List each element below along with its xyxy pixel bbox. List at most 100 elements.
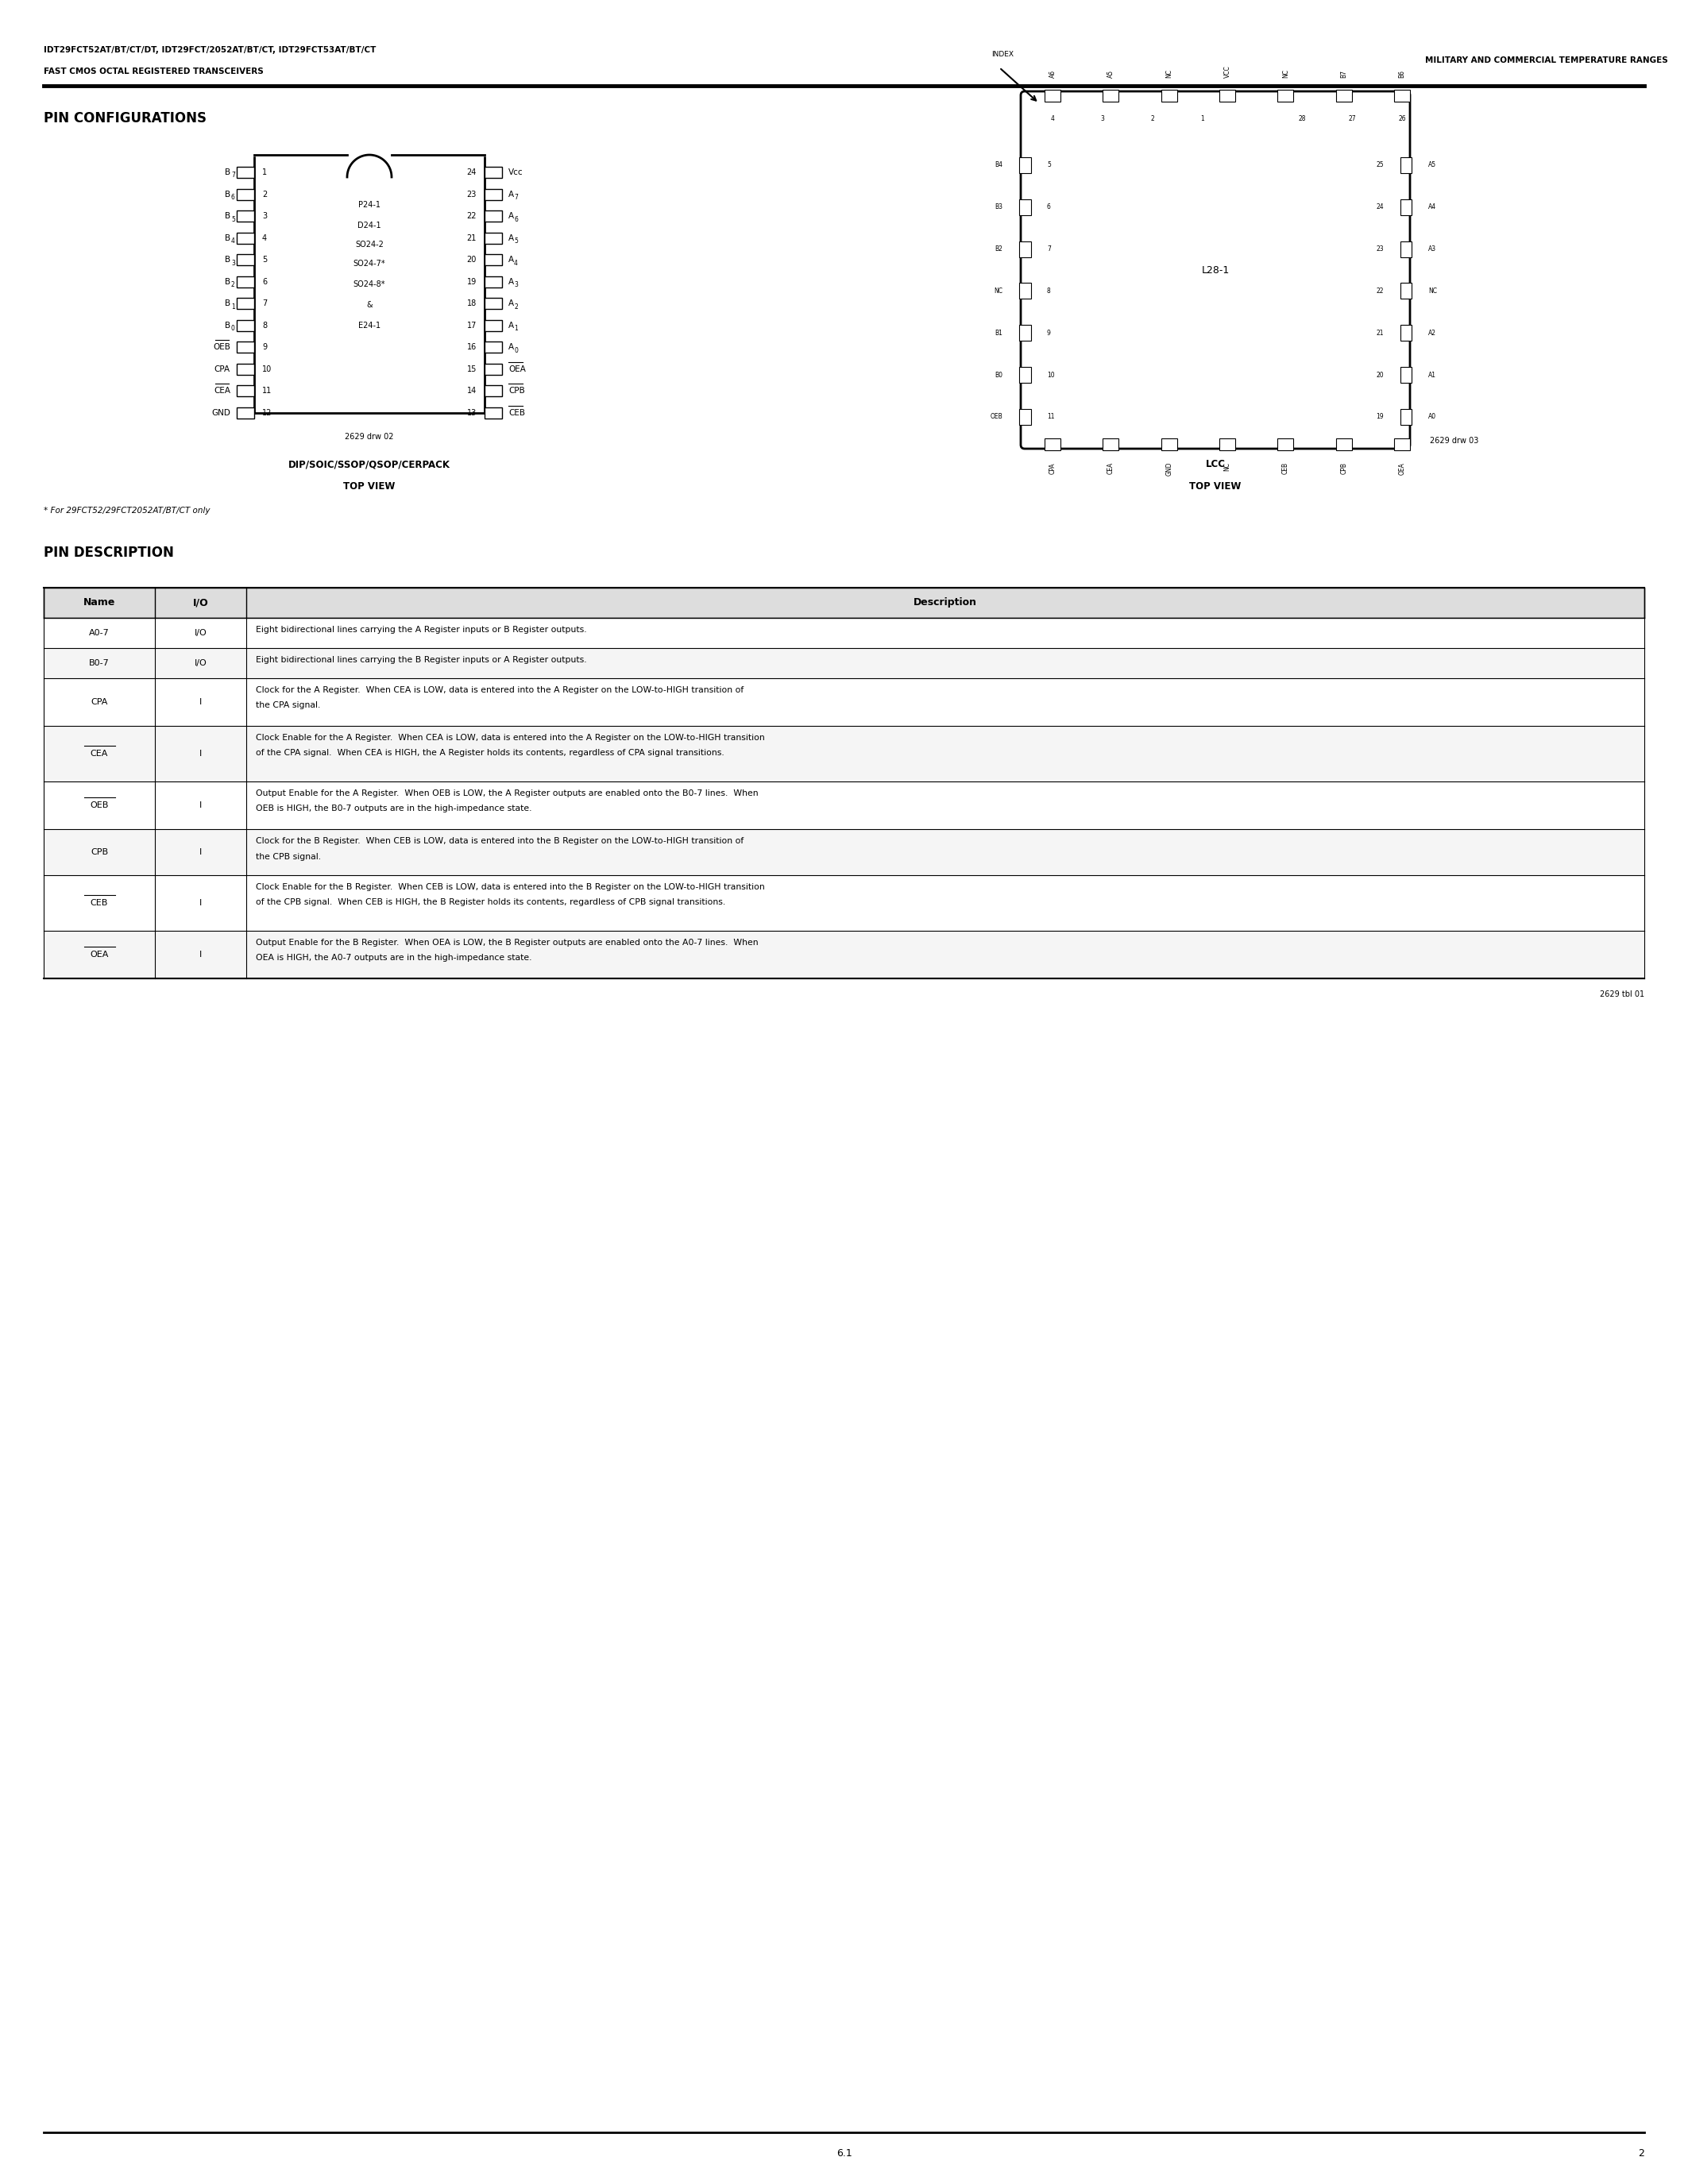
Text: NC: NC: [1281, 70, 1290, 79]
Text: 3: 3: [231, 260, 235, 266]
Text: 4: 4: [513, 260, 518, 266]
Text: Name: Name: [83, 598, 115, 607]
Bar: [236, 166, 255, 177]
Text: 10: 10: [262, 365, 272, 373]
Text: B: B: [225, 299, 230, 308]
Text: the CPA signal.: the CPA signal.: [257, 701, 321, 710]
Text: 3: 3: [262, 212, 267, 221]
Text: IDT29FCT52AT/BT/CT/DT, IDT29FCT/2052AT/BT/CT, IDT29FCT53AT/BT/CT: IDT29FCT52AT/BT/CT/DT, IDT29FCT/2052AT/B…: [44, 46, 376, 55]
Text: I: I: [199, 802, 203, 810]
Bar: [484, 387, 501, 397]
Text: 8: 8: [1047, 288, 1050, 295]
Text: 18: 18: [468, 299, 476, 308]
Text: A0: A0: [1428, 413, 1436, 422]
Text: 2629 drw 03: 2629 drw 03: [1430, 437, 1479, 446]
Text: A: A: [508, 190, 515, 199]
Text: Description: Description: [913, 598, 977, 607]
Text: 4: 4: [262, 234, 267, 242]
Bar: [236, 297, 255, 310]
Text: A: A: [508, 234, 515, 242]
Text: 0: 0: [513, 347, 518, 354]
Text: 2: 2: [262, 190, 267, 199]
Text: A1: A1: [1428, 371, 1436, 378]
Bar: [236, 188, 255, 199]
Text: SO24-7*: SO24-7*: [353, 260, 385, 269]
Text: 19: 19: [468, 277, 476, 286]
Text: A: A: [508, 343, 515, 352]
Text: B0-7: B0-7: [89, 660, 110, 666]
Text: 5: 5: [1047, 162, 1052, 168]
Text: SO24-2: SO24-2: [354, 240, 383, 249]
Text: A: A: [508, 212, 515, 221]
Bar: [236, 341, 255, 354]
Text: 1: 1: [513, 325, 518, 332]
Text: 2: 2: [231, 282, 235, 288]
Bar: [484, 341, 501, 354]
Text: A0-7: A0-7: [89, 629, 110, 638]
Text: B6: B6: [1398, 70, 1406, 79]
Text: NC: NC: [1165, 70, 1173, 79]
Text: 10: 10: [1047, 371, 1055, 378]
Text: 7: 7: [262, 299, 267, 308]
Bar: [236, 365, 255, 376]
Bar: [484, 319, 501, 332]
Text: CPA: CPA: [214, 365, 230, 373]
FancyBboxPatch shape: [1021, 92, 1409, 448]
Text: OEB: OEB: [213, 343, 230, 352]
Text: CPB: CPB: [91, 847, 108, 856]
Text: B: B: [225, 234, 230, 242]
Bar: [484, 297, 501, 310]
Text: 4: 4: [231, 238, 235, 245]
Bar: [1045, 90, 1060, 100]
Text: SO24-8*: SO24-8*: [353, 280, 385, 288]
Bar: [236, 408, 255, 419]
Text: A5: A5: [1428, 162, 1436, 168]
Text: 24: 24: [1376, 203, 1384, 210]
Text: 1: 1: [262, 168, 267, 177]
Text: OEB is HIGH, the B0-7 outputs are in the high-impedance state.: OEB is HIGH, the B0-7 outputs are in the…: [257, 806, 532, 812]
Text: GND: GND: [211, 408, 230, 417]
Text: B0: B0: [994, 371, 1003, 378]
Text: Clock for the A Register.  When CEA is LOW, data is entered into the A Register : Clock for the A Register. When CEA is LO…: [257, 686, 744, 695]
Text: B7: B7: [1340, 70, 1347, 79]
Text: I: I: [199, 900, 203, 906]
Bar: [484, 275, 501, 288]
Text: 12: 12: [262, 408, 272, 417]
Text: A: A: [508, 299, 515, 308]
Bar: [236, 275, 255, 288]
Text: * For 29FCT52/29FCT2052AT/BT/CT only: * For 29FCT52/29FCT2052AT/BT/CT only: [44, 507, 209, 515]
Text: B3: B3: [994, 203, 1003, 210]
Bar: [1399, 367, 1411, 382]
Text: 2: 2: [1151, 116, 1155, 122]
Text: Output Enable for the A Register.  When OEB is LOW, the A Register outputs are e: Output Enable for the A Register. When O…: [257, 788, 758, 797]
Text: 3: 3: [513, 282, 518, 288]
Bar: [484, 365, 501, 376]
Text: 9: 9: [262, 343, 267, 352]
Bar: [1399, 325, 1411, 341]
Text: 22: 22: [466, 212, 476, 221]
Bar: [44, 876, 1644, 930]
Text: the CPB signal.: the CPB signal.: [257, 852, 321, 860]
Text: 7: 7: [1047, 245, 1052, 253]
Text: Eight bidirectional lines carrying the B Register inputs or A Register outputs.: Eight bidirectional lines carrying the B…: [257, 655, 587, 664]
Text: 5: 5: [513, 238, 518, 245]
Text: A5: A5: [1107, 70, 1114, 79]
Text: 11: 11: [262, 387, 272, 395]
Bar: [236, 253, 255, 266]
Text: CEB: CEB: [91, 900, 108, 906]
Bar: [1102, 439, 1119, 450]
Text: 1: 1: [1200, 116, 1204, 122]
Bar: [44, 679, 1644, 725]
Bar: [44, 930, 1644, 978]
Text: FAST CMOS OCTAL REGISTERED TRANSCEIVERS: FAST CMOS OCTAL REGISTERED TRANSCEIVERS: [44, 68, 263, 76]
Text: OEA: OEA: [508, 365, 525, 373]
Bar: [1394, 90, 1409, 100]
Bar: [484, 166, 501, 177]
Text: 22: 22: [1376, 288, 1384, 295]
Text: CPA: CPA: [91, 699, 108, 705]
Text: PIN CONFIGURATIONS: PIN CONFIGURATIONS: [44, 111, 206, 124]
Bar: [1020, 367, 1031, 382]
Text: 6: 6: [231, 194, 235, 201]
Text: 6: 6: [262, 277, 267, 286]
Text: CPA: CPA: [1048, 463, 1057, 474]
